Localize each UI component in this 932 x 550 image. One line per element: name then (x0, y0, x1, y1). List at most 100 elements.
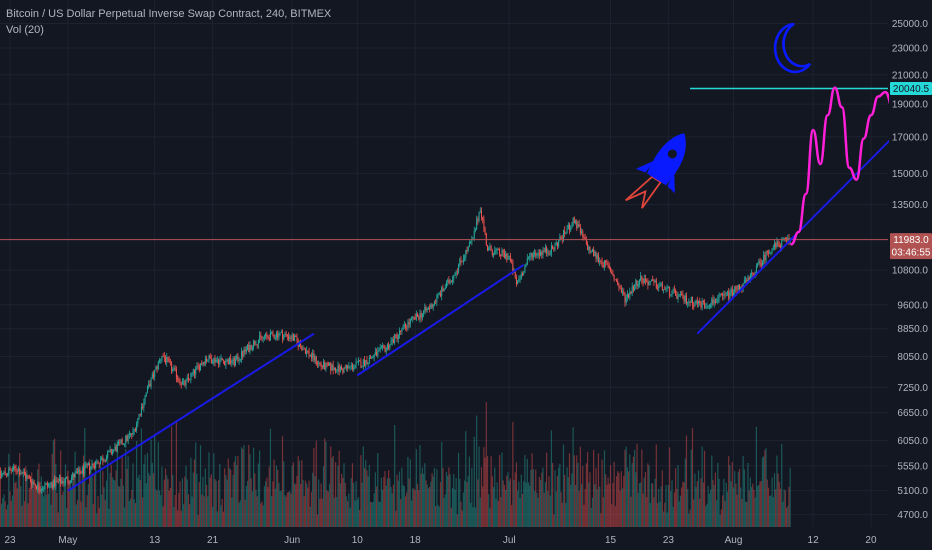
candle-body (749, 274, 751, 280)
time-axis[interactable]: 23May1321Jun1018Jul1523Aug1220Sep9 (4, 535, 932, 546)
candle-body (350, 364, 352, 367)
volume-bar (671, 480, 673, 527)
price-axis[interactable]: 25000.0 23000.0 21000.0 19000.0 17000.0 15000… (892, 19, 929, 521)
volume-bar (412, 488, 414, 527)
candle-body (629, 291, 631, 298)
volume-bar (280, 490, 282, 527)
candle-body (570, 228, 572, 231)
candle-body (585, 239, 587, 244)
volume-bar (278, 482, 280, 527)
candle-body (181, 381, 183, 385)
candle-body (687, 302, 689, 304)
candle-body (300, 342, 302, 346)
symbol-title[interactable]: Bitcoin / US Dollar Perpetual Inverse Sw… (6, 8, 332, 20)
volume-bar (763, 456, 765, 527)
time-tick-label: 20 (865, 535, 877, 546)
candle-body (597, 254, 599, 262)
volume-bar (185, 465, 187, 527)
price-tick-label: 13500.0 (892, 200, 929, 211)
volume-bar (665, 485, 667, 527)
candle-body (405, 324, 407, 328)
candle-body (517, 281, 519, 285)
candle-body (195, 367, 197, 375)
volume-indicator-label[interactable]: Vol (20) (6, 24, 44, 36)
volume-bar (157, 441, 159, 527)
time-axis-panel[interactable] (0, 527, 932, 550)
volume-bar (129, 498, 132, 527)
volume-bar (69, 479, 71, 527)
candle-body (295, 335, 297, 337)
candle-body (632, 286, 634, 291)
volume-bar (8, 453, 10, 527)
volume-bar (565, 502, 567, 527)
candle-body (628, 293, 630, 298)
candle-body (22, 472, 24, 474)
volume-bar (63, 486, 65, 527)
volume-bar (134, 502, 137, 527)
candle-body (323, 362, 325, 368)
volume-bar (559, 463, 561, 527)
volume-bar (268, 466, 270, 527)
candle-body (278, 334, 280, 338)
volume-bar (682, 481, 684, 527)
volume-bar (121, 455, 123, 527)
candle-body (149, 383, 151, 387)
volume-bar (760, 481, 762, 527)
candle-body (120, 439, 122, 442)
trendlines[interactable] (67, 129, 901, 492)
candle-body (224, 360, 226, 366)
volume-bar (219, 463, 221, 527)
price-tick-label: 8850.0 (897, 324, 928, 335)
candle-body (771, 249, 773, 253)
candle-body (173, 368, 175, 370)
volume-bar (297, 456, 299, 527)
volume-bar (782, 501, 784, 527)
volume-bar (672, 506, 674, 527)
volume-bar (769, 496, 771, 527)
volume-bar (95, 467, 97, 527)
volume-bar (488, 494, 490, 527)
candle-body (331, 364, 333, 371)
volume-bar (507, 472, 509, 527)
volume-bar (513, 479, 515, 527)
volume-bar (701, 446, 703, 527)
volume-bar (191, 496, 193, 527)
volume-bar (471, 467, 473, 527)
candle-body (700, 303, 702, 308)
volume-bar (4, 501, 6, 527)
candle-body (291, 334, 293, 339)
candle-body (491, 251, 493, 256)
candle-body (187, 377, 189, 379)
volume-bar (691, 428, 694, 527)
candle-body (660, 283, 662, 286)
candlesticks (0, 207, 791, 495)
volume-bar (673, 492, 676, 527)
volume-bar (216, 511, 219, 527)
volume-bar (115, 470, 117, 527)
candle-body (626, 293, 628, 298)
volume-bar (608, 483, 610, 527)
candle-body (166, 357, 168, 363)
volume-bar (470, 502, 472, 527)
volume-bar (577, 462, 579, 527)
volume-bar (612, 482, 614, 527)
volume-bar (41, 487, 44, 527)
volume-bar (231, 497, 233, 527)
candle-body (102, 457, 104, 462)
volume-bar (248, 445, 250, 527)
candle-body (467, 246, 469, 251)
volume-bar (654, 478, 656, 527)
volume-bar (553, 514, 555, 527)
volume-bar (37, 469, 39, 527)
volume-bar (196, 473, 198, 527)
volume-bar (302, 479, 304, 527)
candle-body (16, 470, 18, 472)
candle-body (391, 339, 393, 342)
volume-bar (61, 494, 63, 527)
candle-body (19, 468, 21, 475)
candle-body (647, 281, 649, 286)
candle-body (294, 335, 296, 341)
candle-body (553, 249, 555, 250)
volume-bar (269, 428, 272, 527)
